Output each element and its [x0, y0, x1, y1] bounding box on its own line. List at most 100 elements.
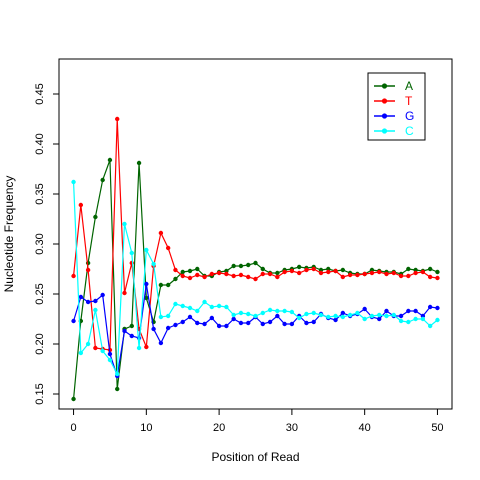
data-point-t	[129, 260, 134, 266]
data-point-a	[115, 386, 120, 392]
data-point-g	[144, 281, 149, 287]
legend-box	[367, 72, 426, 141]
data-point-a	[296, 264, 302, 270]
legend-marker-g	[381, 113, 388, 119]
x-tick-label: 30	[286, 422, 298, 434]
y-tick-label: 0.20	[34, 333, 46, 354]
data-point-c	[93, 307, 98, 313]
data-point-t	[333, 268, 338, 274]
data-point-c	[311, 310, 316, 316]
data-point-a	[165, 282, 171, 288]
data-point-t	[260, 271, 265, 277]
data-point-t	[253, 276, 258, 282]
data-point-t	[165, 245, 171, 251]
data-point-t	[173, 267, 178, 273]
data-point-c	[100, 348, 105, 354]
data-point-t	[340, 274, 346, 280]
data-point-c	[165, 313, 171, 319]
data-point-t	[71, 273, 76, 279]
data-point-g	[180, 319, 185, 325]
legend-item-a: A	[374, 79, 413, 93]
data-point-t	[85, 267, 91, 273]
data-point-t	[435, 275, 440, 281]
data-point-c	[71, 179, 76, 185]
data-point-c	[362, 316, 367, 322]
data-point-c	[333, 313, 338, 319]
data-point-g	[136, 335, 142, 341]
data-point-g	[129, 333, 134, 339]
data-point-t	[398, 273, 404, 279]
x-tick-label: 40	[359, 422, 371, 434]
data-point-a	[100, 177, 105, 183]
data-point-g	[216, 323, 222, 329]
y-axis-label: Nucleotide Frequency	[2, 176, 16, 293]
data-point-a	[246, 262, 251, 268]
y-tick-label: 0.30	[34, 233, 46, 254]
data-point-c	[406, 319, 411, 325]
data-point-c	[435, 317, 440, 323]
data-point-t	[427, 274, 433, 280]
data-point-t	[224, 271, 229, 277]
data-point-c	[238, 310, 244, 316]
data-point-g	[246, 320, 251, 326]
data-point-t	[187, 275, 193, 281]
data-point-t	[296, 270, 302, 276]
data-point-a	[71, 396, 76, 402]
data-point-g	[224, 323, 229, 329]
data-point-c	[289, 309, 295, 315]
data-point-c	[144, 247, 149, 253]
data-point-g	[173, 322, 178, 328]
data-point-c	[187, 305, 193, 311]
data-point-c	[260, 310, 265, 316]
data-point-t	[326, 269, 331, 275]
data-point-c	[420, 316, 426, 322]
y-tick-label: 0.35	[34, 183, 46, 204]
data-point-a	[253, 260, 258, 266]
y-tick-label: 0.45	[34, 83, 46, 104]
x-tick-label: 20	[213, 422, 225, 434]
data-point-g	[406, 308, 411, 314]
y-tick-label: 0.25	[34, 283, 46, 304]
data-point-a	[231, 263, 236, 269]
data-point-t	[413, 270, 418, 276]
y-tick-label: 0.40	[34, 133, 46, 154]
data-point-g	[158, 340, 164, 346]
data-point-c	[122, 221, 127, 227]
data-point-c	[377, 312, 382, 318]
legend-marker-t	[381, 98, 388, 104]
data-point-t	[78, 202, 84, 208]
data-point-c	[78, 350, 84, 356]
data-point-c	[413, 316, 418, 322]
data-point-c	[180, 303, 185, 309]
data-point-c	[129, 250, 134, 256]
x-tick-label: 50	[431, 422, 443, 434]
data-point-t	[144, 344, 149, 350]
data-point-c	[216, 303, 222, 309]
data-point-g	[275, 313, 280, 319]
data-point-c	[296, 315, 302, 321]
data-point-t	[289, 268, 295, 274]
data-point-g	[151, 326, 156, 332]
data-point-t	[195, 272, 200, 278]
data-point-t	[158, 230, 164, 236]
data-point-a	[260, 266, 265, 272]
legend-marker-a	[381, 83, 388, 89]
data-point-a	[158, 282, 164, 288]
legend-item-c: C	[374, 124, 414, 138]
data-point-t	[275, 274, 280, 280]
data-point-g	[238, 320, 244, 326]
data-point-g	[209, 315, 215, 321]
data-point-g	[231, 316, 236, 322]
y-tick-label: 0.15	[34, 383, 46, 404]
data-point-g	[107, 351, 113, 357]
data-point-t	[355, 272, 360, 278]
data-point-g	[413, 308, 418, 314]
data-point-c	[231, 312, 236, 318]
data-point-g	[165, 325, 171, 331]
data-point-c	[136, 345, 142, 351]
data-point-a	[180, 269, 185, 275]
data-point-g	[427, 304, 433, 310]
data-point-c	[224, 304, 229, 310]
